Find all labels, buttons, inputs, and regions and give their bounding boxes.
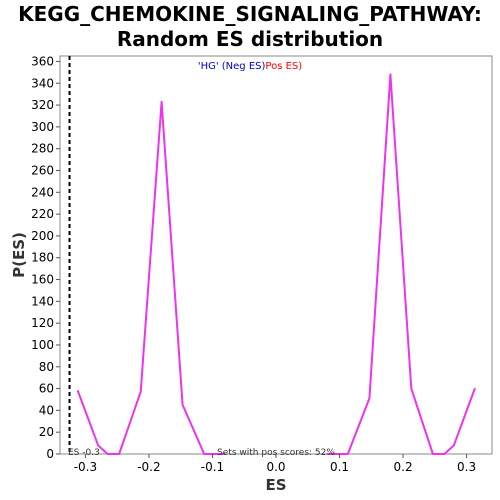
y-axis-label: P(ES) <box>10 232 28 278</box>
x-axis-label: ES <box>265 476 286 494</box>
x-tick-label: -0.3 <box>74 460 97 474</box>
y-tick-label: 20 <box>39 425 54 439</box>
legend-neg-label: 'HG' (Neg ES) <box>198 61 266 72</box>
plot-frame <box>59 55 493 455</box>
y-axis: 0 20 40 60 80 100 120 140 160 180 200 220 240 260 280 3… <box>31 54 60 461</box>
data-point <box>389 73 392 76</box>
data-point <box>346 453 349 455</box>
plot-background <box>60 56 492 454</box>
y-tick-label: 100 <box>31 338 54 352</box>
y-tick-label: 220 <box>31 207 54 221</box>
x-tick-label: 0.0 <box>266 460 285 474</box>
y-tick-label: 240 <box>31 185 54 199</box>
data-point <box>139 391 142 393</box>
y-tick-label: 60 <box>39 382 54 396</box>
x-axis: -0.3 -0.2 -0.1 0.0 0.1 0.2 0.3 <box>74 454 476 474</box>
data-point <box>453 444 455 447</box>
data-point <box>106 453 109 455</box>
data-point <box>410 387 413 390</box>
x-tick-label: 0.3 <box>457 460 476 474</box>
y-tick-label: 200 <box>31 229 54 243</box>
data-point <box>326 453 328 455</box>
y-tick-label: 140 <box>31 294 54 308</box>
data-point <box>203 453 206 455</box>
data-point <box>474 387 476 390</box>
data-point <box>224 453 226 455</box>
x-tick-label: -0.2 <box>137 460 160 474</box>
y-tick-label: 360 <box>31 54 54 68</box>
data-point <box>368 397 371 400</box>
data-point <box>97 444 99 447</box>
legend: 'HG' (Neg ES)Pos ES) <box>198 61 302 72</box>
legend-pos-label: Pos ES) <box>265 61 302 72</box>
y-tick-label: 340 <box>31 76 54 90</box>
x-tick-label: 0.2 <box>394 460 413 474</box>
pos-scores-annotation: Sets with pos scores: 52% <box>217 448 335 458</box>
data-point <box>432 453 434 455</box>
y-tick-label: 300 <box>31 120 54 134</box>
data-point <box>160 100 163 103</box>
y-tick-label: 0 <box>46 447 54 461</box>
data-point <box>181 404 184 406</box>
y-tick-label: 320 <box>31 98 54 112</box>
data-point <box>76 389 79 392</box>
chart-title-line1: KEGG_CHEMOKINE_SIGNALING_PATHWAY: <box>18 2 482 26</box>
observed-es-label: ES -0.3 <box>68 448 100 458</box>
x-tick-label: 0.1 <box>330 460 349 474</box>
y-tick-label: 160 <box>31 273 54 287</box>
y-tick-label: 180 <box>31 251 54 265</box>
y-tick-label: 120 <box>31 316 54 330</box>
data-point <box>118 453 120 455</box>
y-tick-label: 260 <box>31 163 54 177</box>
y-tick-label: 280 <box>31 142 54 156</box>
y-tick-label: 80 <box>39 360 54 374</box>
chart-title-line2: Random ES distribution <box>117 27 383 51</box>
y-tick-label: 40 <box>39 403 54 417</box>
series-layer <box>68 56 476 455</box>
data-point <box>443 453 446 455</box>
x-tick-label: -0.1 <box>201 460 224 474</box>
